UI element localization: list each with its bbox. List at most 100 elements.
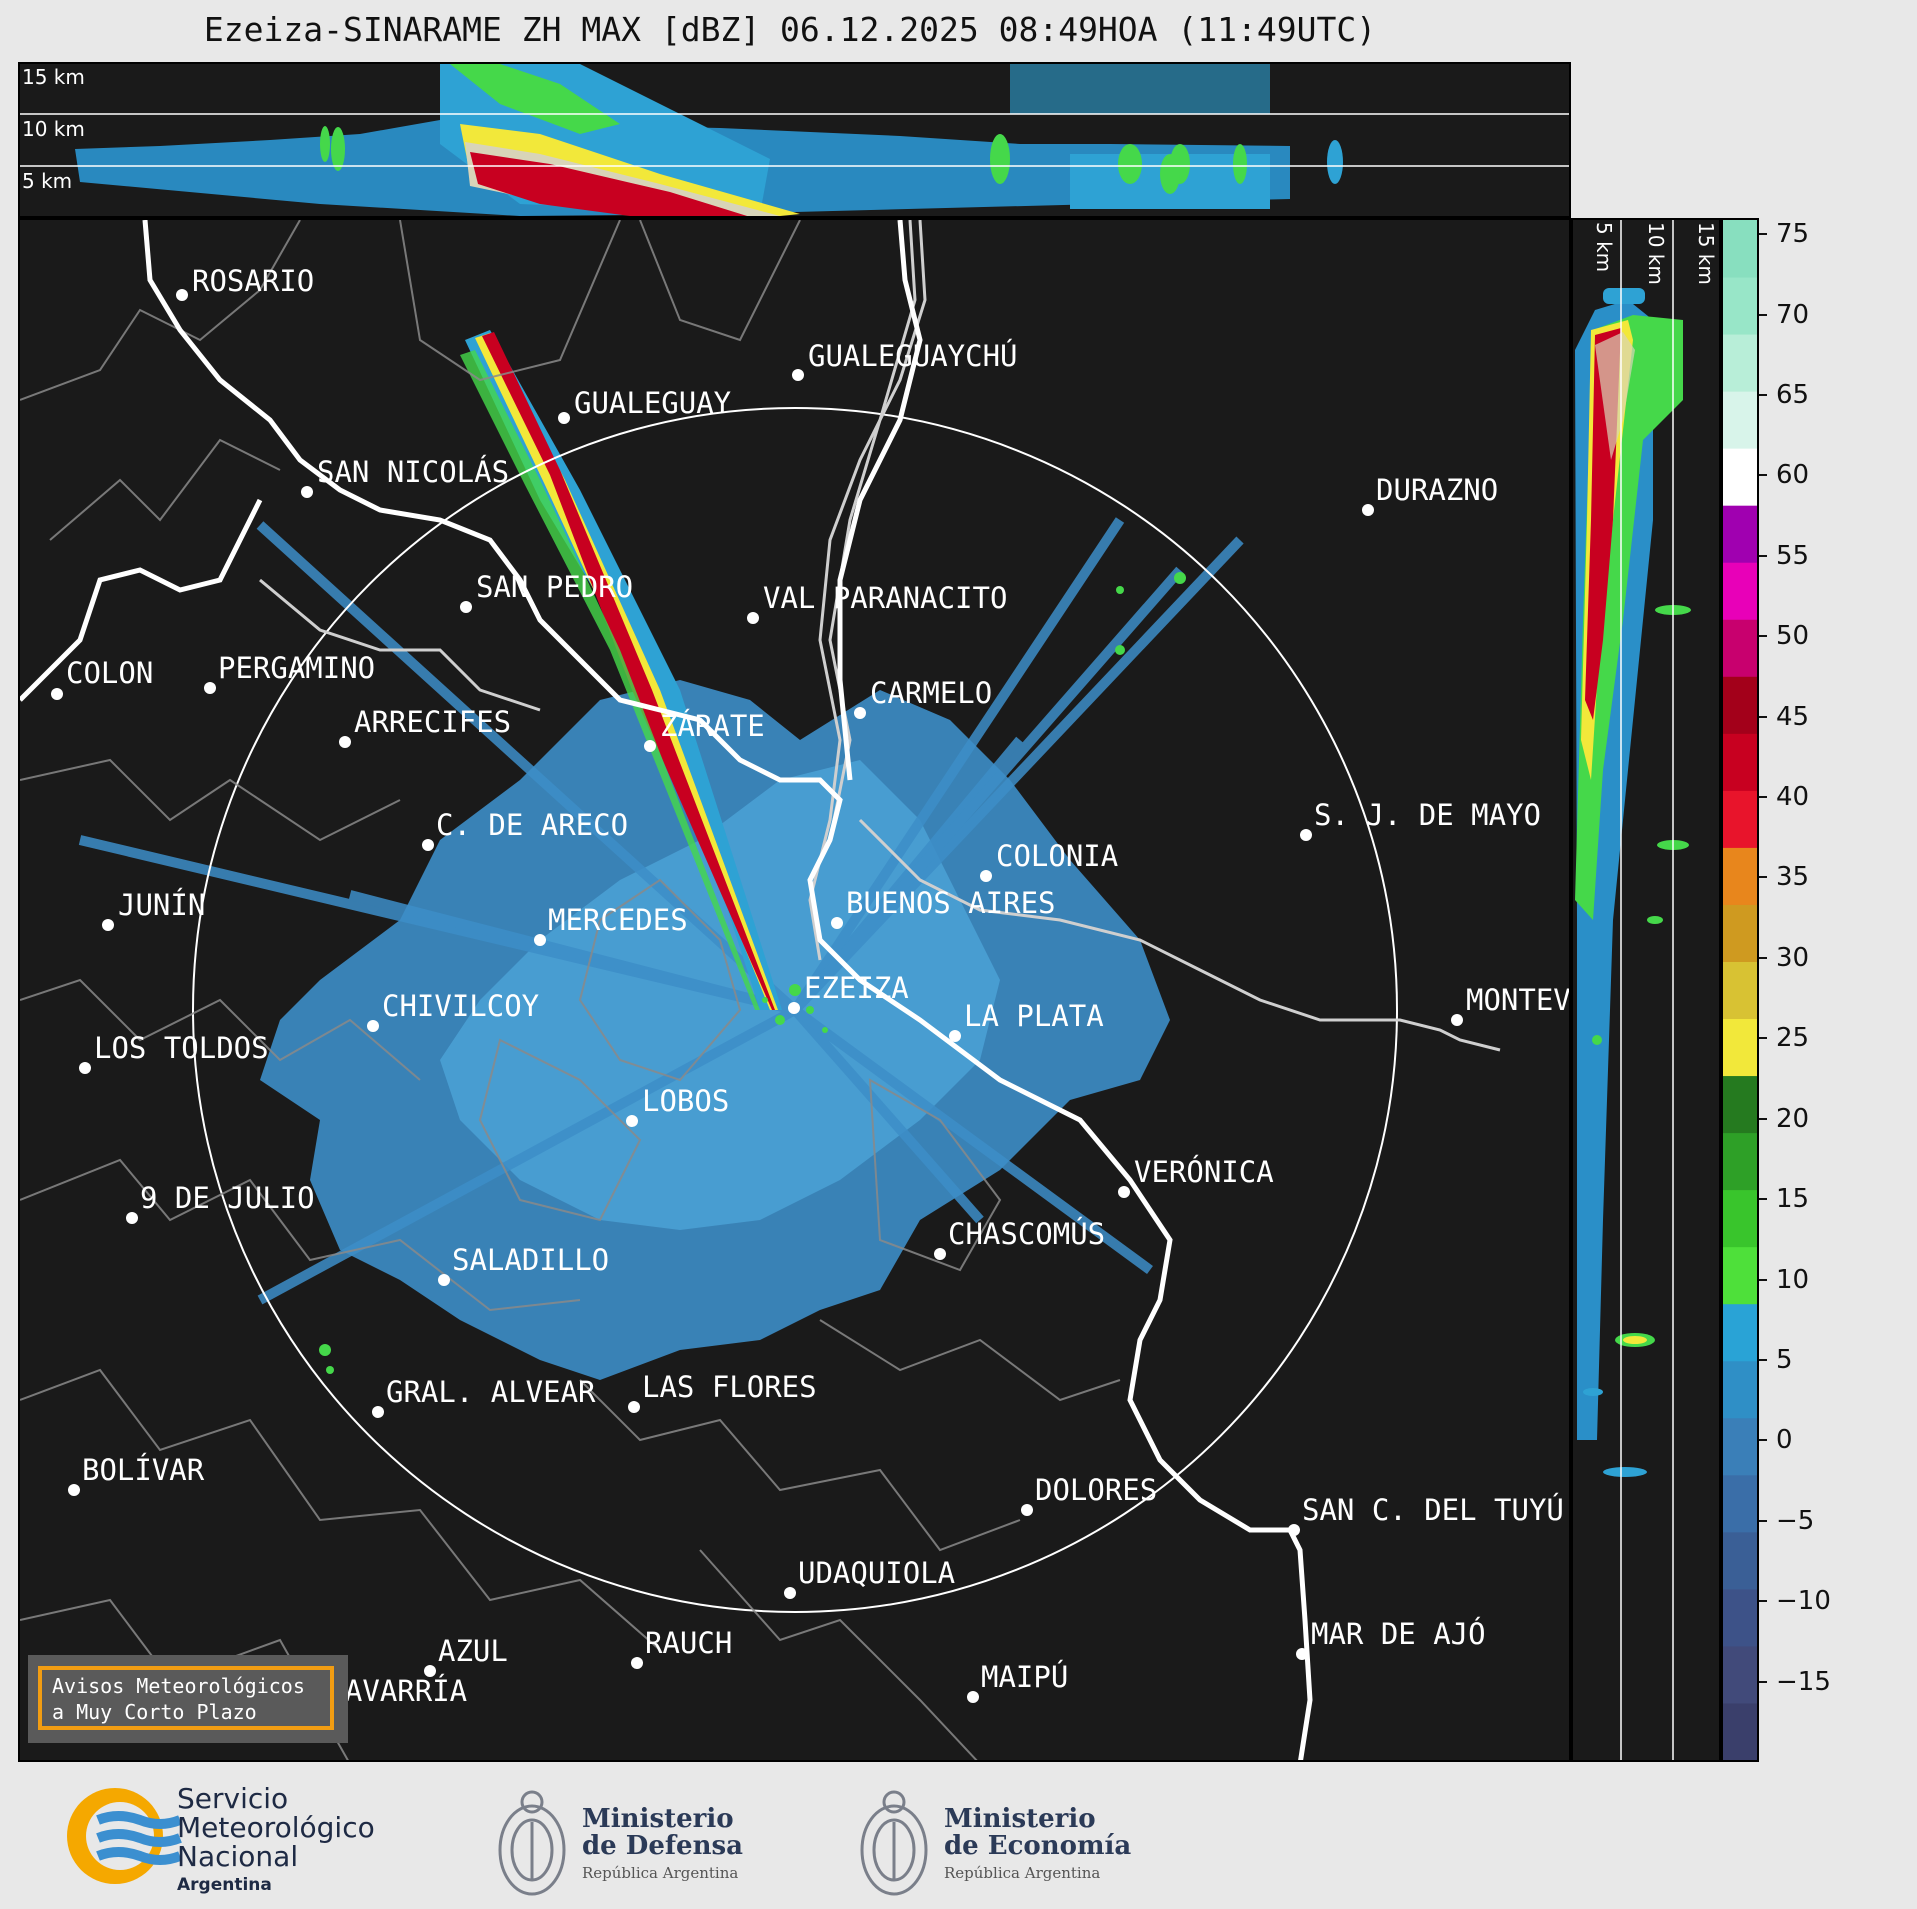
city-label-gualeguay: GUALEGUAY bbox=[574, 386, 731, 420]
smn-logo-icon bbox=[67, 1788, 182, 1884]
colorbar-tick-label: 30 bbox=[1776, 942, 1810, 973]
side-alt-label-10km: 10 km bbox=[1644, 222, 1668, 285]
city-label-val-paranacito: VAL PARANACITO bbox=[763, 581, 1007, 615]
city-label-saladillo: SALADILLO bbox=[452, 1243, 609, 1277]
city-label-carmelo: CARMELO bbox=[870, 676, 992, 710]
colorbar-segment bbox=[1723, 1075, 1757, 1134]
colorbar-segment bbox=[1723, 391, 1757, 449]
colorbar-segment bbox=[1723, 1303, 1757, 1362]
colorbar-tick-mark bbox=[1759, 1358, 1767, 1361]
city-label-los-toldos: LOS TOLDOS bbox=[94, 1031, 269, 1065]
city-label-buenos-aires: BUENOS AIRES bbox=[846, 886, 1056, 920]
side-alt-label-5km: 5 km bbox=[1592, 222, 1616, 272]
colorbar-tick-mark bbox=[1759, 474, 1767, 477]
colorbar-tick-label: 35 bbox=[1776, 862, 1810, 893]
colorbar-tick-label: −5 bbox=[1776, 1505, 1815, 1536]
colorbar-segment bbox=[1723, 676, 1757, 734]
footer-logo-svg bbox=[67, 1788, 928, 1896]
colorbar-tick-mark bbox=[1759, 1198, 1767, 1201]
colorbar-segment bbox=[1723, 1588, 1757, 1647]
top-cross-section-panel: 15 km 10 km 5 km bbox=[18, 62, 1571, 218]
colorbar-segment bbox=[1723, 277, 1757, 335]
colorbar-segment bbox=[1723, 562, 1757, 620]
city-label-mercedes: MERCEDES bbox=[548, 903, 688, 937]
colorbar-segment bbox=[1723, 790, 1757, 848]
colorbar-segment bbox=[1723, 1417, 1757, 1476]
colorbar-tick-label: −15 bbox=[1776, 1666, 1831, 1697]
economia-line-1: Ministerio bbox=[944, 1804, 1096, 1834]
city-label-chivilcoy: CHIVILCOY bbox=[382, 989, 539, 1023]
colorbar-tick-mark bbox=[1759, 635, 1767, 638]
city-label-dolores: DOLORES bbox=[1035, 1473, 1157, 1507]
colorbar-tick-label: 25 bbox=[1776, 1023, 1810, 1054]
colorbar-tick-label: 70 bbox=[1776, 299, 1810, 330]
city-label-gral-alvear: GRAL. ALVEAR bbox=[386, 1375, 596, 1409]
side-alt-label-15km: 15 km bbox=[1694, 222, 1718, 285]
smn-logo-text: Servicio Meteorológico Nacional Argentin… bbox=[177, 1784, 375, 1900]
notice-box[interactable]: Avisos Meteorológicos a Muy Corto Plazo bbox=[28, 1655, 348, 1743]
smn-line-1: Servicio bbox=[177, 1782, 289, 1815]
colorbar-tick-label: 55 bbox=[1776, 540, 1810, 571]
colorbar-tick-mark bbox=[1759, 956, 1767, 959]
side-cross-section-svg: 5 km 10 km 15 km bbox=[1573, 220, 1719, 1760]
colorbar-segment bbox=[1723, 1645, 1757, 1704]
colorbar-tick-label: 40 bbox=[1776, 782, 1810, 812]
city-label-gualeguaychu: GUALEGUAYCHÚ bbox=[808, 339, 1018, 373]
defensa-line-2: de Defensa bbox=[582, 1831, 743, 1861]
city-label-la-plata: LA PLATA bbox=[964, 999, 1104, 1033]
colorbar-svg bbox=[1723, 220, 1757, 1760]
colorbar-tick-label: 45 bbox=[1776, 701, 1810, 732]
colorbar-segment bbox=[1723, 1018, 1757, 1077]
city-label-9-de-julio: 9 DE JULIO bbox=[140, 1181, 315, 1215]
colorbar-tick-mark bbox=[1759, 796, 1767, 798]
city-label-zarate: ZÁRATE bbox=[660, 709, 765, 743]
colorbar bbox=[1721, 218, 1759, 1762]
defensa-emblem-icon bbox=[498, 1790, 566, 1896]
city-label-junin: JUNÍN bbox=[118, 888, 205, 922]
colorbar-tick-label: 65 bbox=[1776, 379, 1810, 410]
colorbar-tick-mark bbox=[1759, 313, 1767, 316]
colorbar-tick-label: 0 bbox=[1776, 1425, 1793, 1456]
city-label-lobos: LOBOS bbox=[642, 1084, 729, 1118]
economia-line-3: República Argentina bbox=[944, 1864, 1101, 1882]
city-label-maipu: MAIPÚ bbox=[981, 1660, 1068, 1694]
economia-logo-text: Ministerio de Economía República Argenti… bbox=[944, 1806, 1131, 1887]
radar-map-panel[interactable]: ROSARIO GUALEGUAYCHÚ GUALEGUAY SAN NICOL… bbox=[18, 218, 1571, 1762]
alt-label-10km: 10 km bbox=[22, 117, 85, 141]
side-cross-section-panel: 5 km 10 km 15 km bbox=[1571, 218, 1721, 1762]
colorbar-segment bbox=[1723, 448, 1757, 506]
colorbar-segment bbox=[1723, 334, 1757, 392]
city-label-mar-de-ajo: MAR DE AJÓ bbox=[1311, 1617, 1486, 1651]
city-label-arrecifes: ARRECIFES bbox=[354, 705, 511, 739]
economia-emblem-icon bbox=[860, 1790, 928, 1896]
colorbar-tick-label: 50 bbox=[1776, 621, 1810, 652]
colorbar-segment bbox=[1723, 733, 1757, 791]
city-label-rosario: ROSARIO bbox=[192, 264, 314, 298]
colorbar-tick-mark bbox=[1759, 1117, 1767, 1120]
city-label-san-nicolas: SAN NICOLÁS bbox=[317, 455, 509, 489]
colorbar-segment bbox=[1723, 1360, 1757, 1419]
smn-line-3: Nacional bbox=[177, 1840, 299, 1873]
alt-label-15km: 15 km bbox=[22, 65, 85, 89]
city-label-san-pedro: SAN PEDRO bbox=[476, 570, 633, 604]
city-label-las-flores: LAS FLORES bbox=[642, 1370, 817, 1404]
colorbar-segment bbox=[1723, 904, 1757, 962]
coastline bbox=[20, 220, 1313, 1760]
city-label-colonia: COLONIA bbox=[996, 839, 1118, 873]
defensa-line-1: Ministerio bbox=[582, 1804, 734, 1834]
economia-line-2: de Economía bbox=[944, 1831, 1132, 1861]
colorbar-segment bbox=[1723, 1702, 1757, 1760]
city-label-colon: COLON bbox=[66, 656, 153, 690]
colorbar-tick-mark bbox=[1759, 876, 1767, 879]
colorbar-tick-label: 5 bbox=[1776, 1344, 1793, 1375]
city-label-rauch: RAUCH bbox=[645, 1626, 732, 1660]
range-ring bbox=[192, 407, 1398, 1613]
colorbar-tick-mark bbox=[1759, 715, 1767, 718]
colorbar-segment bbox=[1723, 220, 1757, 278]
city-label-s-j-de-mayo: S. J. DE MAYO bbox=[1314, 798, 1541, 832]
colorbar-segment bbox=[1723, 619, 1757, 677]
colorbar-tick-label: 75 bbox=[1776, 219, 1810, 250]
notice-frame[interactable]: Avisos Meteorológicos a Muy Corto Plazo bbox=[38, 1666, 334, 1730]
city-label-montevideo: MONTEVIDEO bbox=[1466, 983, 1571, 1017]
city-label-azul: AZUL bbox=[438, 1634, 508, 1668]
